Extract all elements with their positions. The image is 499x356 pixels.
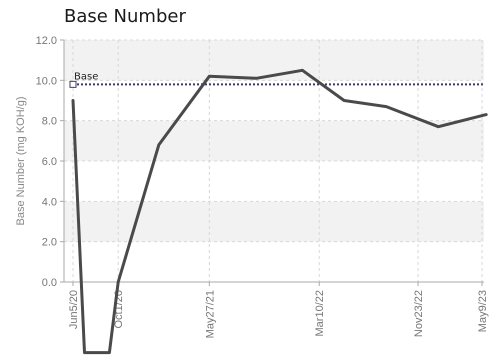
chart-band: [64, 201, 484, 242]
y-axis-title: Base Number (mg KOH/g): [15, 97, 27, 226]
y-tick-label: 10.0: [36, 75, 57, 87]
reference-line-group: Base: [69, 71, 484, 88]
y-tick-label: 12.0: [36, 35, 57, 47]
chart-band: [64, 80, 484, 121]
y-tick-label: 4.0: [42, 196, 57, 208]
x-tick-label: Jun5/20: [68, 290, 80, 329]
series-line: [71, 68, 488, 355]
chart-band: [64, 161, 484, 202]
y-tick-label: 0.0: [42, 277, 57, 289]
x-tick-label: May27/21: [204, 290, 216, 338]
chart-band: [64, 241, 484, 282]
reference-marker: [69, 80, 77, 88]
chart-axes: [60, 39, 484, 286]
x-tick-label: May9/23: [477, 290, 489, 332]
chart-title: Base Number: [64, 6, 186, 27]
x-tick-label: Mar10/22: [314, 290, 326, 336]
chart-band: [64, 120, 484, 161]
chart-bands: [64, 40, 484, 282]
x-tick-labels: Jun5/20 Oct1/20 May27/21 Mar10/22 Nov23/22 Ma…: [68, 290, 489, 338]
reference-line-label: Base: [74, 71, 98, 82]
y-tick-label: 2.0: [42, 237, 57, 249]
y-tick-label: 6.0: [42, 156, 57, 168]
y-tick-label: 8.0: [42, 116, 57, 128]
series-group: [71, 68, 488, 355]
chart-band: [64, 40, 484, 81]
y-tick-labels: 0.0 2.0 4.0 6.0 8.0 10.0 12.0: [36, 35, 57, 289]
x-tick-label: Nov23/22: [413, 290, 425, 337]
